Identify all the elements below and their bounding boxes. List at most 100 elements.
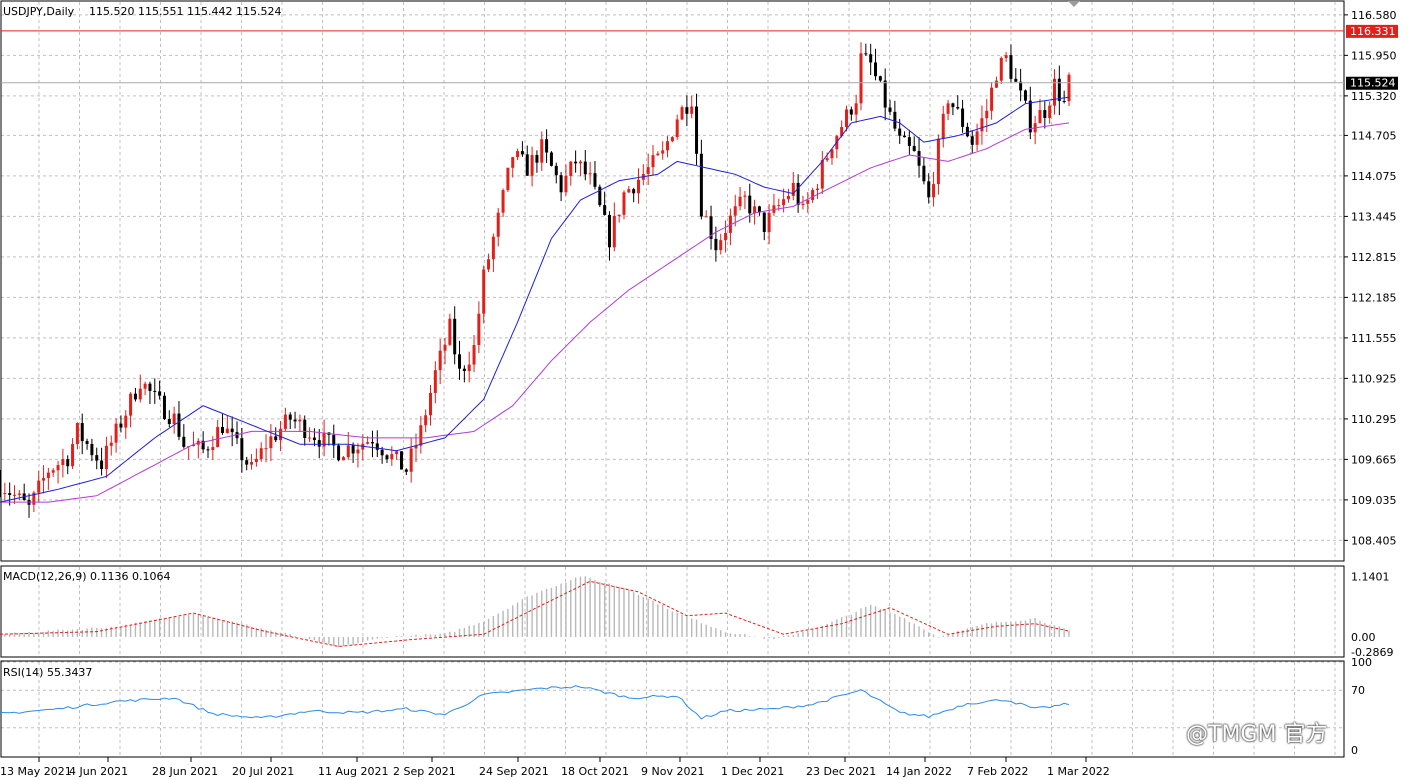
macd-tick-label: -0.2869 (1351, 646, 1393, 659)
candle-bear (893, 111, 897, 129)
candle-bear (162, 395, 166, 419)
candle-bull (395, 451, 399, 455)
candle-bear (274, 436, 278, 441)
candle-bull (211, 447, 215, 450)
candle-bear (796, 182, 800, 206)
candle-bull (109, 442, 113, 446)
candle-bear (607, 214, 611, 248)
candle-bear (903, 135, 907, 138)
price-tick-label: 115.320 (1351, 90, 1397, 103)
candle-bull (985, 110, 989, 119)
candle-bear (912, 145, 916, 152)
candle-bull (124, 415, 128, 428)
time-tick-label: 9 Nov 2021 (641, 765, 704, 778)
price-tick-label: 116.580 (1351, 9, 1397, 22)
ohlc-label: 115.520 115.551 115.442 115.524 (89, 5, 281, 18)
price-tick-label: 115.950 (1351, 49, 1397, 62)
candle-bear (80, 423, 84, 442)
candle-bull (1038, 110, 1042, 124)
candle-bull (690, 106, 694, 114)
time-tick-label: 13 May 2021 (0, 765, 72, 778)
candle-bear (133, 393, 137, 400)
candle-bear (970, 136, 974, 145)
candle-bull (129, 393, 133, 416)
candle-bull (56, 465, 60, 471)
candle-bull (138, 388, 142, 400)
chart-shift-marker-icon[interactable] (1068, 1, 1080, 7)
resistance-price-label: 116.331 (1350, 25, 1396, 38)
candle-bull (429, 392, 433, 416)
candle-bull (753, 206, 757, 214)
candle-bear (182, 436, 186, 447)
candle-bull (646, 167, 650, 175)
candle-bear (888, 107, 892, 112)
candle-bear (0, 482, 2, 494)
candle-bear (221, 427, 225, 434)
candle-bear (312, 437, 316, 441)
candle-bull (994, 80, 998, 88)
candle-bull (767, 212, 771, 232)
candle-bull (627, 189, 631, 193)
candle-bull (651, 155, 655, 168)
candle-bull (443, 344, 447, 351)
grid-lines (1, 2, 1344, 756)
candle-bear (864, 53, 868, 55)
candle-bull (825, 158, 829, 161)
candle-bull (670, 137, 674, 142)
candle-bear (1043, 110, 1047, 118)
candle-bear (158, 391, 162, 396)
candle-bull (172, 413, 176, 425)
resistance-price-tag (1346, 24, 1398, 38)
candle-bull (506, 167, 510, 191)
price-tick-label: 110.925 (1351, 372, 1397, 385)
candle-bull (216, 427, 220, 448)
candle-bull (487, 259, 491, 270)
candle-bull (438, 350, 442, 371)
rsi-tick-label: 100 (1351, 656, 1372, 669)
candle-bull (656, 153, 660, 156)
candle-bear (90, 443, 94, 456)
candle-bear (288, 414, 292, 420)
candle-bull (738, 196, 742, 207)
candle-bull (840, 126, 844, 137)
candle-bull (356, 449, 360, 454)
candle-bull (661, 150, 665, 154)
time-tick-label: 24 Sep 2021 (479, 765, 549, 778)
candle-bear (1062, 100, 1066, 102)
candle-bear (100, 460, 104, 470)
candle-bull (980, 118, 984, 132)
candle-bull (42, 478, 46, 481)
macd-panel-frame (0, 565, 1345, 658)
candle-bear (148, 383, 152, 391)
candle-bear (201, 440, 205, 450)
candle-bear (404, 469, 408, 472)
candle-bear (695, 106, 699, 154)
candle-bull (815, 188, 819, 190)
candle-bull (666, 141, 670, 151)
candle-bull (17, 493, 21, 495)
candle-bear (748, 195, 752, 214)
candle-bear (375, 443, 379, 450)
candle-bear (685, 107, 689, 114)
candle-bull (578, 161, 582, 164)
candle-bull (424, 415, 428, 426)
candle-bear (462, 368, 466, 372)
candle-bear (714, 238, 718, 251)
candle-bear (525, 154, 529, 176)
macd-signal-line (0, 580, 1070, 648)
time-tick-label: 2 Sep 2021 (393, 765, 456, 778)
candle-bear (1019, 81, 1023, 91)
candle-bear (883, 80, 887, 108)
watermark: @TMGM 官方 (1186, 722, 1328, 747)
candle-bull (728, 215, 732, 233)
candle-bear (849, 109, 853, 115)
candle-bull (71, 444, 75, 467)
candle-bull (636, 179, 640, 194)
candle-bull (936, 138, 940, 185)
candle-bear (385, 455, 389, 460)
candle-bear (1028, 100, 1032, 133)
candle-bull (225, 428, 229, 434)
